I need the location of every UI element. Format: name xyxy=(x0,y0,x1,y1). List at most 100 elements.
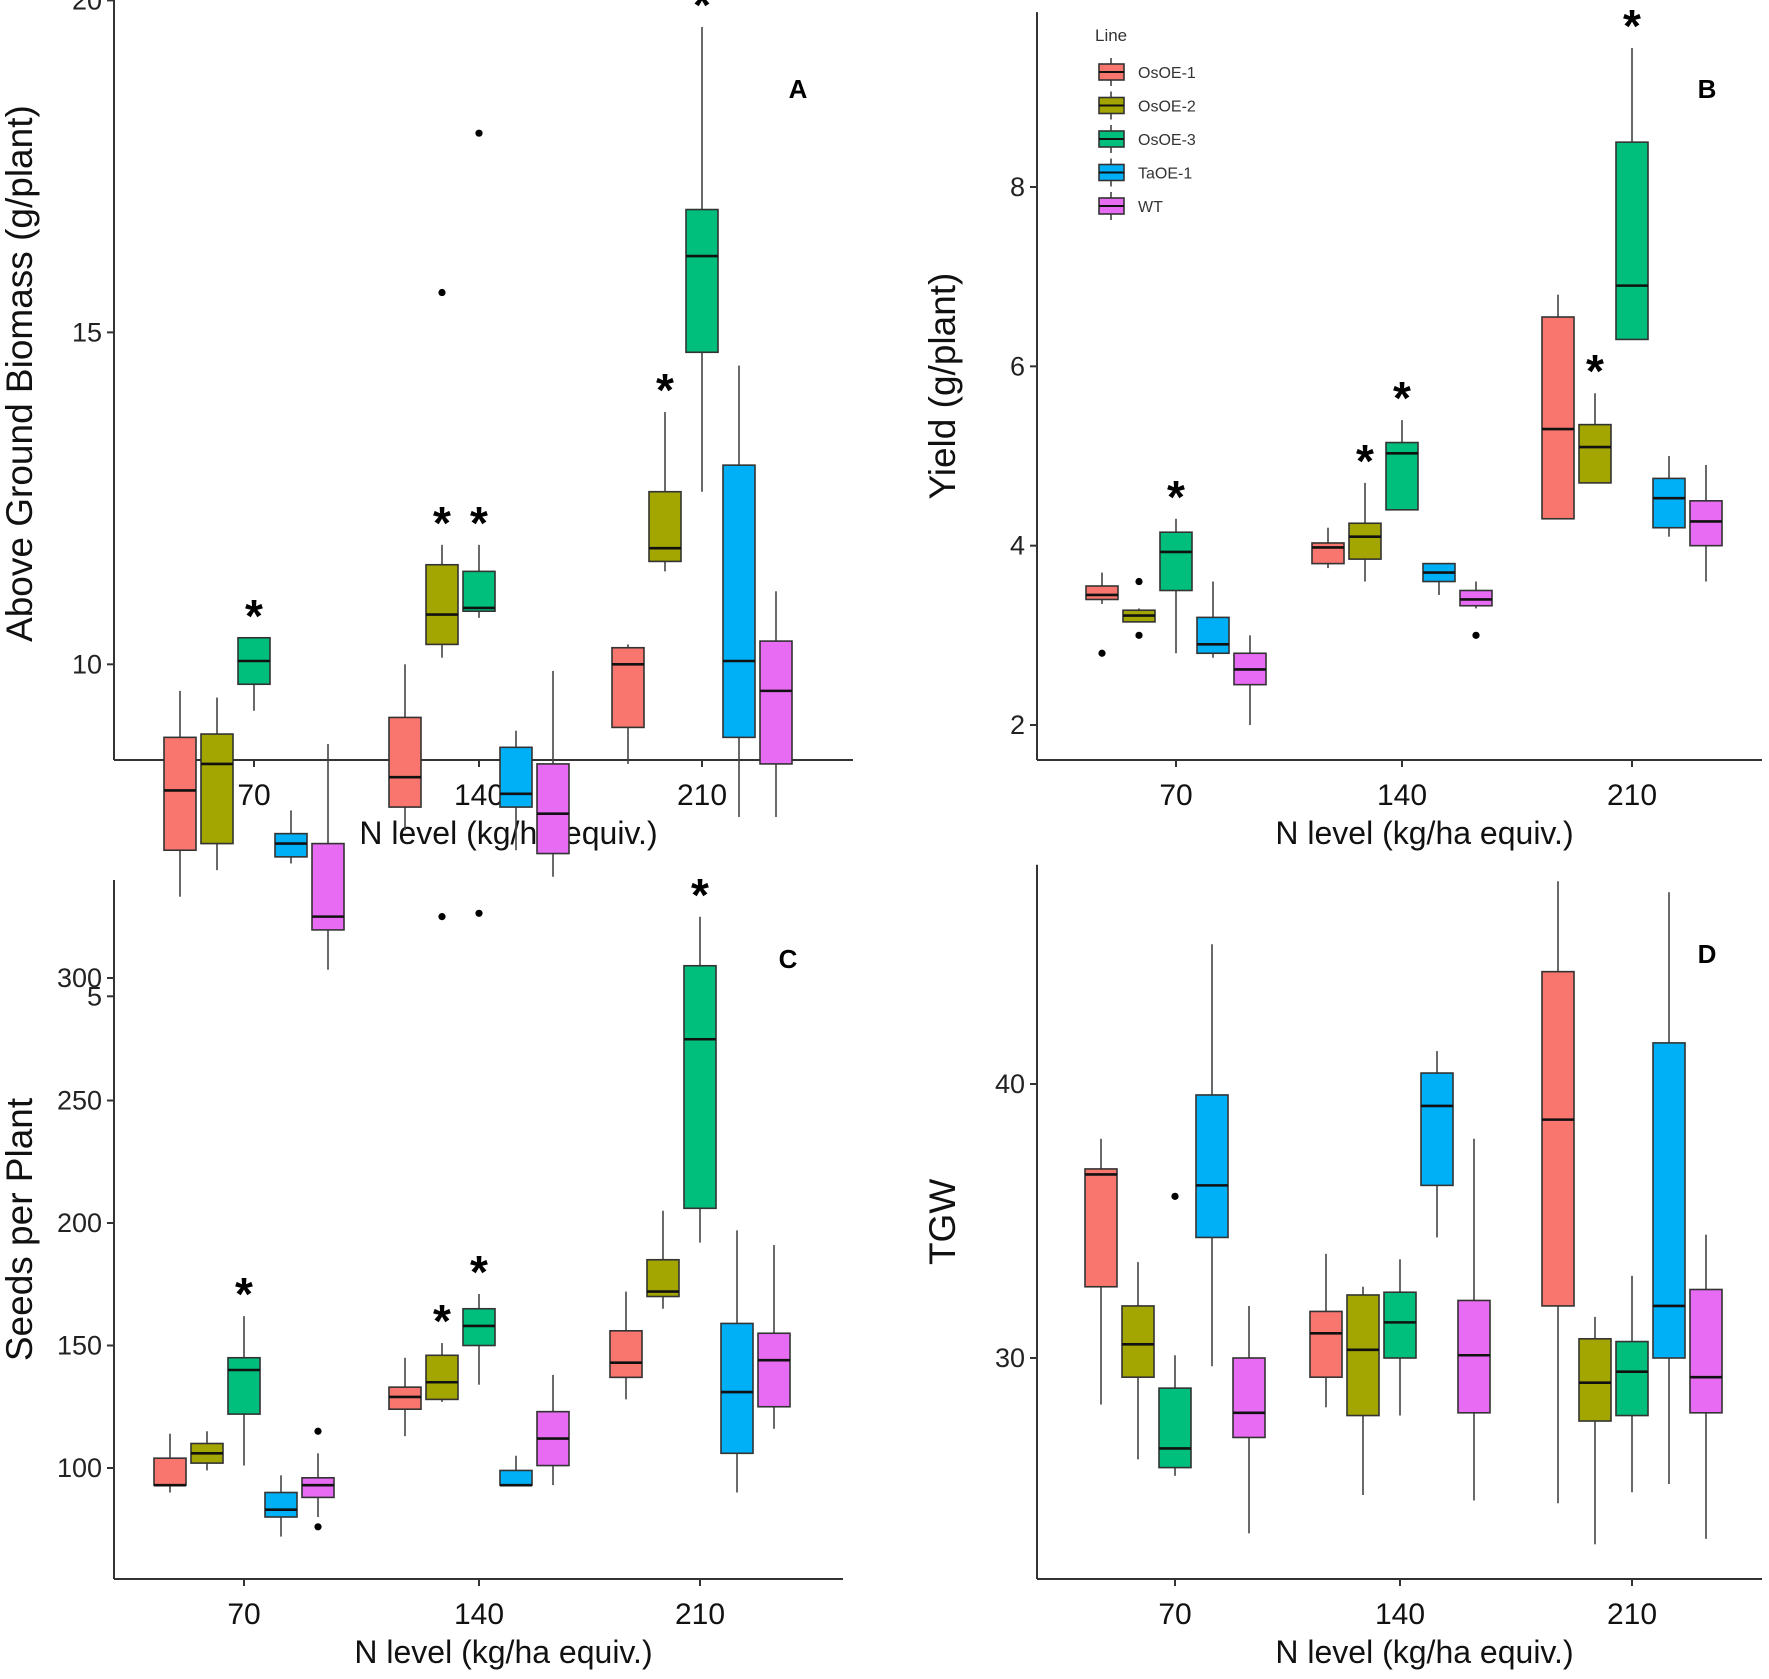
box-iqr xyxy=(274,832,308,858)
legend-label: WT xyxy=(1138,199,1163,216)
box-osoe-3-70 xyxy=(227,1316,261,1466)
outlier-point xyxy=(1098,649,1106,657)
significance-star: * xyxy=(1623,0,1641,52)
panel-d: 30 40 70 140 210 N level (kg/ha equiv.) TGW D xyxy=(922,864,1762,1670)
box-osoe-3-210 xyxy=(1615,48,1649,341)
box-iqr xyxy=(153,1457,187,1486)
box-iqr xyxy=(301,1477,335,1499)
box-iqr xyxy=(722,464,756,739)
box-iqr xyxy=(1615,1340,1649,1417)
box-iqr xyxy=(1311,542,1345,565)
outlier-point xyxy=(475,909,483,917)
box-osoe-2-70 xyxy=(190,1431,224,1471)
box-osoe-1-70 xyxy=(1085,572,1119,657)
box-taoe-1-140 xyxy=(499,730,533,851)
x-tick-label: 70 xyxy=(1159,779,1192,812)
box-iqr xyxy=(1689,500,1723,547)
box-wt-210 xyxy=(1689,464,1723,582)
outlier-point xyxy=(1171,1192,1179,1200)
significance-star: * xyxy=(691,869,709,921)
box-iqr xyxy=(1615,141,1649,341)
legend-label: TaOE-1 xyxy=(1138,166,1192,183)
significance-star: * xyxy=(1356,435,1374,487)
outlier-point xyxy=(438,913,446,921)
y-tick-label: 10 xyxy=(72,649,102,679)
box-osoe-3-70 xyxy=(1159,518,1193,654)
significance-star: * xyxy=(1167,471,1185,523)
box-osoe-2-70 xyxy=(1122,577,1156,639)
y-axis-title: Yield (g/plant) xyxy=(922,273,963,500)
y-tick-label: 5 xyxy=(87,981,102,1011)
box-wt-140 xyxy=(1459,581,1493,639)
y-tick-label: 30 xyxy=(995,1343,1025,1373)
y-tick-label: 4 xyxy=(1010,531,1025,561)
box-iqr xyxy=(1652,477,1686,529)
x-tick-label: 70 xyxy=(1158,1598,1191,1631)
x-tick-label: 210 xyxy=(1607,1598,1657,1631)
box-wt-210 xyxy=(1689,1234,1723,1539)
box-wt-140 xyxy=(536,1374,570,1486)
box-osoe-1-140 xyxy=(1311,527,1345,569)
x-tick-label: 140 xyxy=(1377,779,1427,812)
box-iqr xyxy=(1383,1291,1417,1359)
box-iqr xyxy=(1309,1310,1343,1378)
legend-label: OsOE-3 xyxy=(1138,132,1196,149)
x-tick-label: 70 xyxy=(237,779,270,812)
box-osoe-2-140 xyxy=(425,288,459,921)
significance-star: * xyxy=(245,590,263,642)
box-iqr xyxy=(499,1469,533,1486)
legend-title: Line xyxy=(1095,26,1127,45)
box-osoe-1-210 xyxy=(1541,294,1575,520)
significance-star: * xyxy=(433,1295,451,1347)
significance-star: * xyxy=(235,1268,253,1320)
box-iqr xyxy=(1541,970,1575,1307)
box-iqr xyxy=(388,716,422,808)
panel-b: 2 4 6 8 70 140 210 N level (kg/ha equiv.) Yield … xyxy=(922,0,1762,851)
box-iqr xyxy=(163,736,197,852)
panel-label: C xyxy=(779,944,798,974)
box-iqr xyxy=(757,1332,791,1408)
box-osoe-3-140 xyxy=(1385,420,1419,511)
box-wt-140 xyxy=(1457,1138,1491,1501)
x-tick-label: 70 xyxy=(227,1598,260,1631)
legend-label: OsOE-1 xyxy=(1138,65,1196,82)
box-iqr xyxy=(1578,1338,1612,1422)
box-iqr xyxy=(264,1491,298,1518)
y-tick-label: 8 xyxy=(1010,172,1025,202)
box-wt-70 xyxy=(311,744,345,970)
box-wt-140 xyxy=(536,670,570,877)
box-taoe-1-70 xyxy=(264,1475,298,1537)
box-osoe-2-210 xyxy=(646,1210,680,1309)
box-taoe-1-210 xyxy=(1652,456,1686,537)
box-iqr xyxy=(1158,1387,1192,1469)
box-osoe-3-70 xyxy=(1158,1192,1192,1476)
x-tick-label: 140 xyxy=(1375,1598,1425,1631)
outlier-point xyxy=(314,1427,322,1435)
box-iqr xyxy=(1652,1042,1686,1359)
x-tick-label: 210 xyxy=(675,1598,725,1631)
box-iqr xyxy=(462,570,496,613)
x-axis-title: N level (kg/ha equiv.) xyxy=(1275,1634,1573,1670)
box-iqr xyxy=(1420,1072,1454,1187)
box-iqr xyxy=(1085,585,1119,601)
box-wt-70 xyxy=(301,1427,335,1531)
significance-star: * xyxy=(470,1246,488,1298)
y-tick-label: 250 xyxy=(57,1086,102,1116)
y-tick-label: 200 xyxy=(57,1208,102,1238)
box-osoe-2-210 xyxy=(1578,393,1612,484)
box-osoe-2-140 xyxy=(1346,1286,1380,1495)
x-tick-label: 210 xyxy=(677,779,727,812)
significance-star: * xyxy=(1586,345,1604,397)
legend: Line OsOE-1 OsOE-2 OsOE-3 TaOE-1 WT xyxy=(1095,26,1196,220)
box-osoe-2-210 xyxy=(1578,1316,1612,1545)
box-osoe-2-70 xyxy=(200,697,234,871)
significance-star: * xyxy=(693,0,711,31)
box-iqr xyxy=(1348,522,1382,560)
panel-c: 100 150 200 250 300 70 140 210 N level (kg/ha eq… xyxy=(0,869,843,1670)
box-osoe-3-70 xyxy=(237,636,271,711)
box-osoe-1-210 xyxy=(611,644,645,764)
box-osoe-1-70 xyxy=(153,1433,187,1493)
panel-label: D xyxy=(1698,939,1717,969)
box-taoe-1-210 xyxy=(1652,892,1686,1485)
